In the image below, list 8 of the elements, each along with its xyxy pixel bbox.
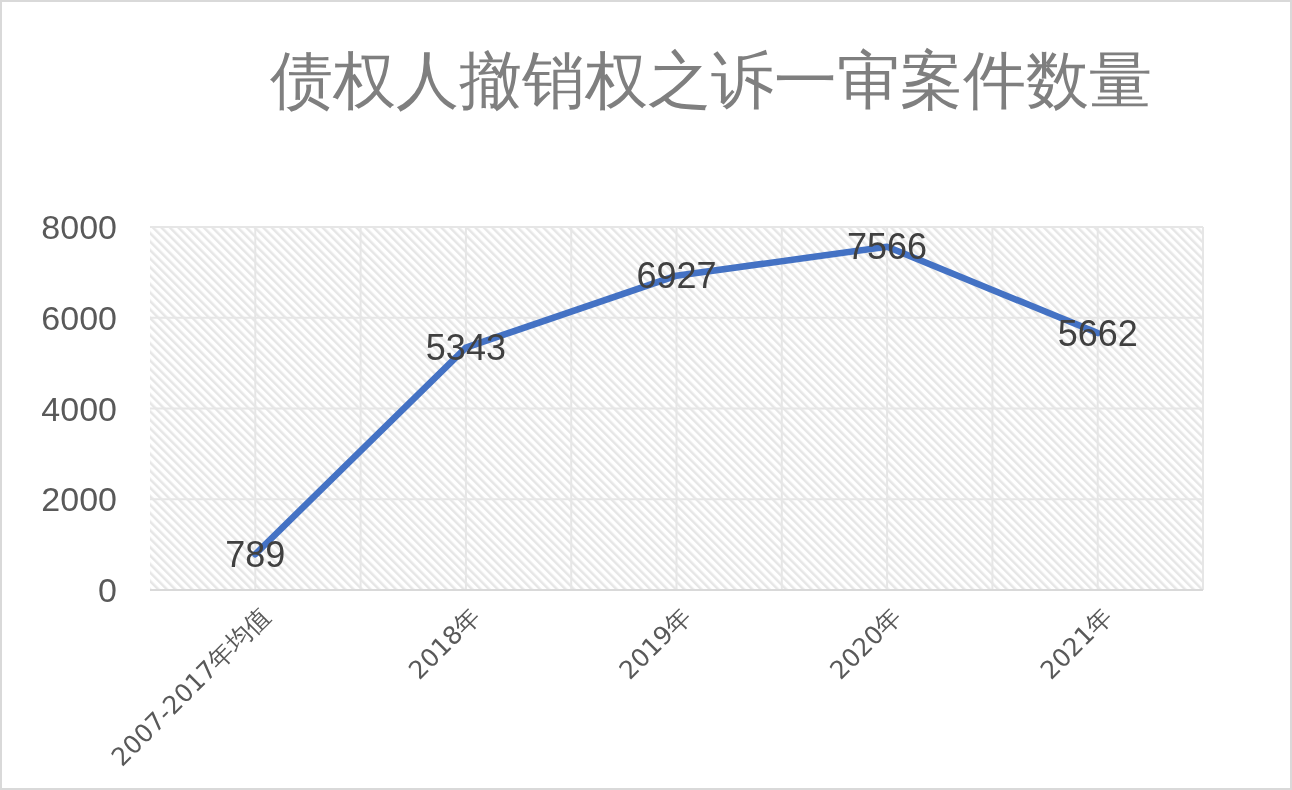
data-label: 5662	[1057, 312, 1138, 354]
y-tick-label: 4000	[41, 389, 117, 428]
y-tick-label: 2000	[41, 480, 117, 519]
chart-title: 债权人撤销权之诉一审案件数量	[270, 43, 1152, 117]
y-tick-label: 8000	[41, 208, 117, 246]
data-label: 789	[225, 533, 286, 575]
y-tick-label: 6000	[41, 298, 117, 337]
y-tick-label: 0	[98, 571, 117, 609]
